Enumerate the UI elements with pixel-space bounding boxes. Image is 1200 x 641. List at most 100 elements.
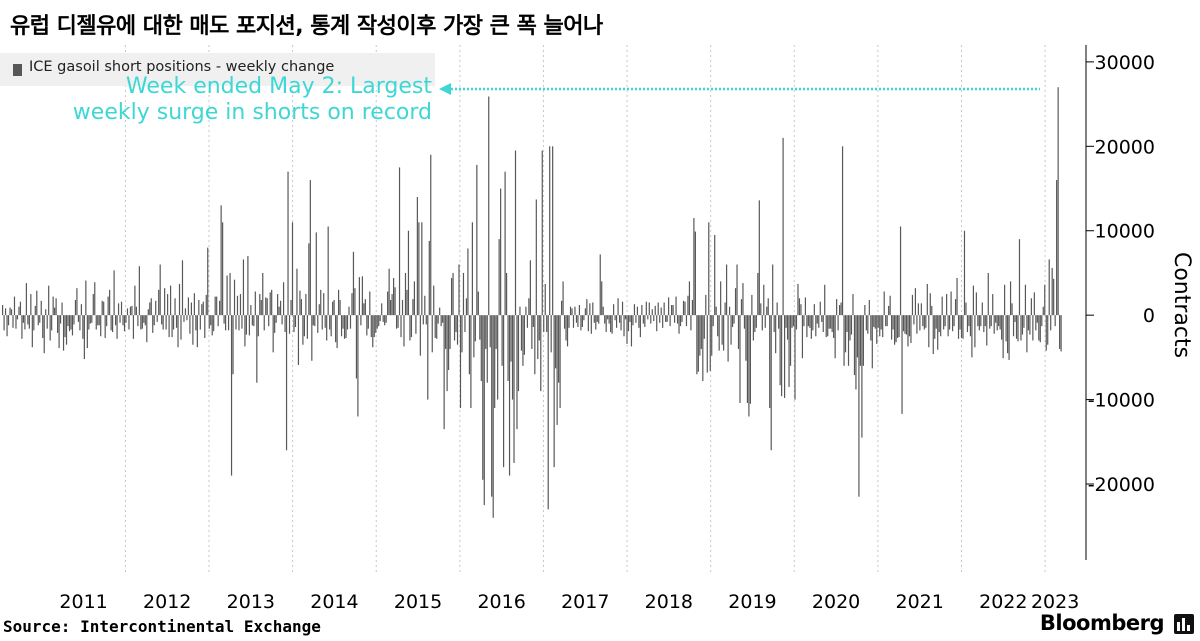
bar (702, 315, 704, 382)
bar (571, 308, 573, 316)
y-tick-label: 0 (1143, 305, 1155, 327)
bar (883, 291, 885, 316)
bar (618, 315, 621, 323)
bar (657, 302, 659, 316)
bar (236, 295, 239, 316)
bar (297, 315, 300, 365)
bar (626, 315, 628, 344)
bar (354, 288, 356, 316)
bar (82, 315, 84, 339)
bar (937, 315, 939, 350)
bar (31, 315, 33, 348)
bar (696, 315, 698, 375)
bar (364, 299, 366, 316)
bar (268, 315, 270, 327)
bar (275, 315, 277, 323)
bar (73, 315, 75, 325)
bar (230, 315, 233, 476)
bar (250, 305, 252, 316)
bar (974, 315, 976, 348)
bar (905, 315, 908, 335)
bar (1056, 180, 1058, 316)
bar (751, 294, 753, 316)
bar (712, 315, 714, 327)
bar (730, 315, 732, 345)
bar (907, 315, 909, 347)
bar (330, 315, 332, 337)
bar (522, 315, 524, 366)
bar (901, 315, 903, 414)
bar (795, 315, 798, 330)
chart-title: 유럽 디젤유에 대한 매도 포지션, 통계 작성이후 가장 큰 폭 늘어나 (10, 14, 603, 39)
bar (862, 315, 864, 366)
bar (1030, 298, 1032, 316)
bar (61, 302, 63, 316)
bar (828, 315, 830, 329)
bar (560, 300, 563, 316)
bar (86, 315, 88, 349)
bar (511, 315, 514, 400)
bar (569, 306, 572, 316)
bar (529, 260, 531, 316)
bar (610, 315, 612, 333)
bar (501, 315, 503, 366)
bar (156, 315, 158, 322)
bar (210, 315, 212, 326)
bar (531, 315, 533, 349)
bar (184, 308, 187, 316)
bar (299, 290, 301, 316)
bar (419, 315, 421, 356)
bar (544, 283, 546, 316)
bar (455, 315, 457, 333)
legend-swatch (13, 64, 22, 76)
bar (450, 278, 453, 316)
bar (981, 302, 983, 316)
bar (629, 315, 631, 322)
bar (873, 315, 875, 327)
bar (146, 315, 148, 343)
bar (443, 315, 445, 430)
bar (1042, 306, 1044, 316)
bar (760, 303, 762, 316)
bar (477, 291, 479, 316)
bar (403, 315, 405, 347)
bar (10, 309, 13, 316)
bar (727, 315, 729, 362)
bar (287, 171, 289, 316)
bar (320, 289, 322, 316)
bar (327, 226, 329, 316)
bar (902, 315, 905, 332)
bar (294, 315, 297, 327)
bar (208, 315, 210, 329)
bar (987, 272, 989, 316)
bar (614, 315, 616, 321)
bar (954, 299, 957, 316)
bar (1012, 315, 1015, 337)
bar (592, 302, 594, 316)
bar (999, 315, 1001, 330)
bar (859, 315, 861, 366)
bar (935, 315, 937, 329)
bar (27, 315, 29, 325)
bar (749, 315, 751, 404)
bar (71, 315, 74, 336)
bar (989, 315, 991, 329)
bar (248, 315, 250, 336)
bar (401, 299, 404, 316)
bar (422, 315, 424, 325)
bar (245, 315, 247, 335)
bar (535, 199, 537, 316)
bar (225, 315, 227, 331)
bar (656, 315, 658, 332)
bar (789, 315, 792, 366)
bar (183, 315, 185, 322)
bar (847, 315, 850, 366)
bar (473, 315, 475, 358)
bar (776, 302, 778, 316)
bar (4, 308, 7, 316)
bar (1045, 315, 1047, 351)
x-tick-label: 2015 (394, 591, 442, 613)
bar (222, 222, 224, 316)
bar (865, 315, 867, 331)
bar (767, 298, 769, 316)
